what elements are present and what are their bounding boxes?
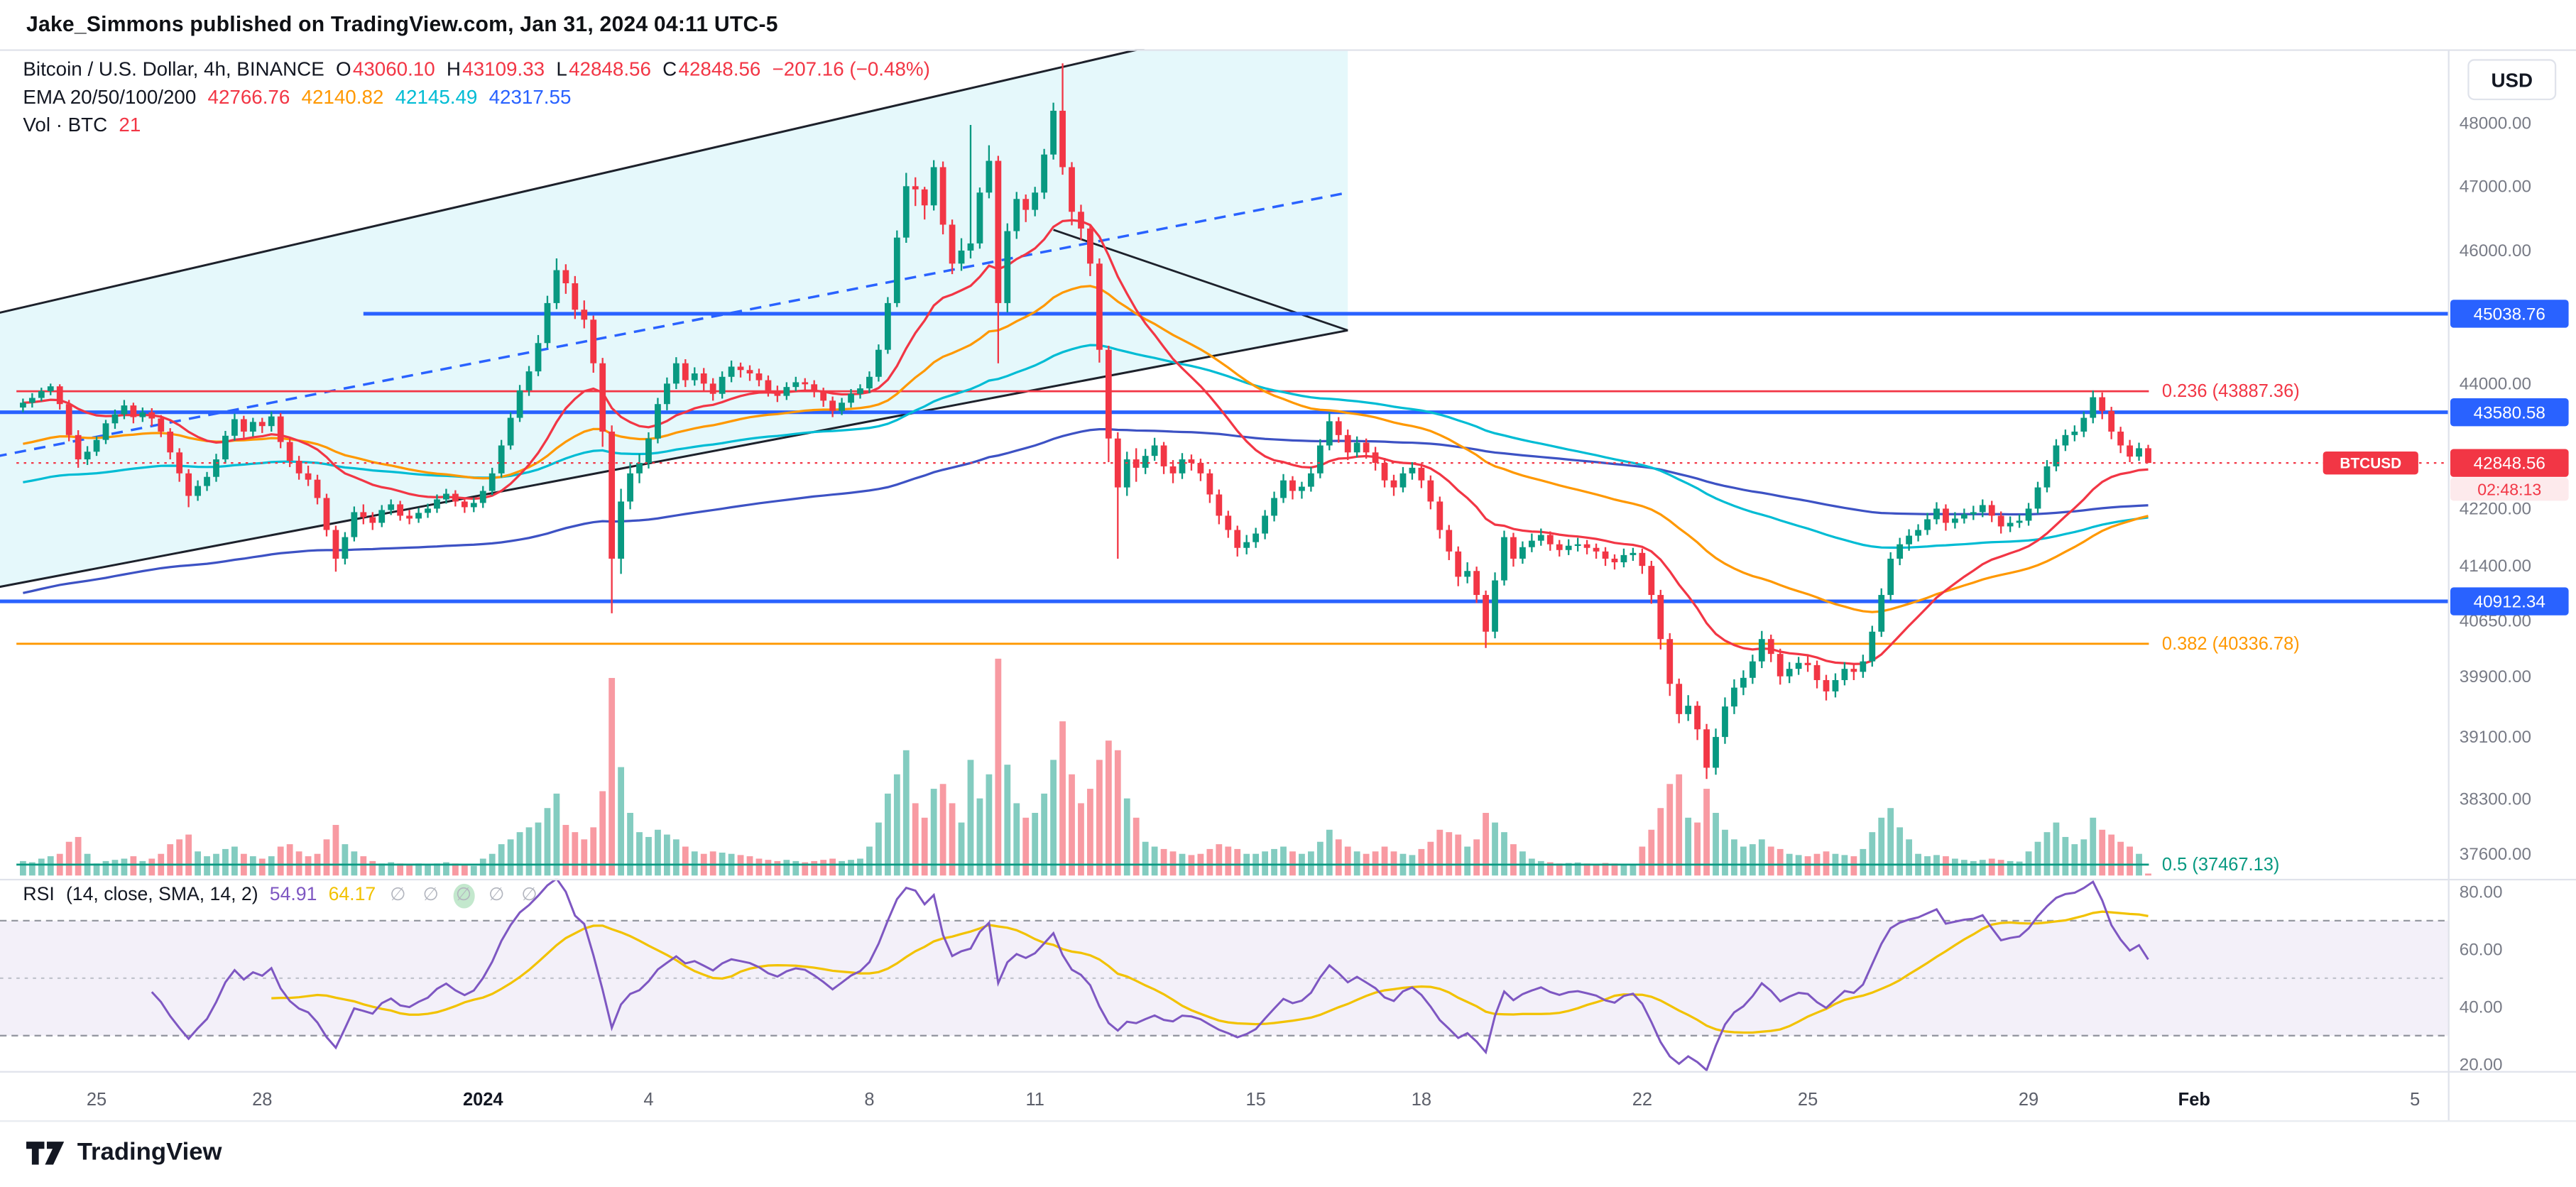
ohlc-high: H 43109.33 <box>446 57 545 81</box>
fib-level-label: 0.5 (37467.13) <box>2162 855 2279 875</box>
price-axis-label: 39100.00 <box>2460 728 2531 747</box>
countdown-badge <box>2450 477 2569 501</box>
ohlc-close: C 42848.56 <box>662 57 761 81</box>
rsi-legend-row[interactable]: RSI (14, close, SMA, 14, 2) 54.91 64.17 … <box>23 883 540 909</box>
level-price-badge <box>2450 300 2569 328</box>
time-axis-label: 4 <box>643 1090 653 1110</box>
svg-text:02:48:13: 02:48:13 <box>2477 480 2541 498</box>
time-axis-label: 15 <box>1246 1090 1266 1110</box>
tradingview-brand-link[interactable]: TradingView <box>26 1138 222 1166</box>
footer-bar: TradingView <box>0 1120 2576 1187</box>
time-axis-label: 8 <box>864 1090 874 1110</box>
rsi-title: RSI <box>23 885 55 905</box>
price-axis-label: 42200.00 <box>2460 500 2531 519</box>
ohlc-low: L 42848.56 <box>556 57 651 81</box>
svg-text:42848.56: 42848.56 <box>2474 454 2545 474</box>
channel-lower-line <box>0 329 1348 589</box>
svg-text:40912.34: 40912.34 <box>2474 593 2545 612</box>
tradingview-wordmark: TradingView <box>77 1138 222 1166</box>
volume-legend-row[interactable]: Vol · BTC 21 <box>23 111 929 139</box>
attribution-bar: Jake_Simmons published on TradingView.co… <box>0 0 2576 50</box>
fib-level-label: 0.382 (40336.78) <box>2162 634 2300 654</box>
change-value: −207.16 (−0.48%) <box>772 57 930 81</box>
price-axis-label: 44000.00 <box>2460 374 2531 393</box>
hidden-value-icon: ∅ <box>489 885 505 905</box>
ema-200-line <box>23 427 2149 594</box>
current-price-badge <box>2450 449 2569 477</box>
time-axis-label: 25 <box>1798 1090 1818 1110</box>
axes-layer[interactable]: 48000.00 47000.00 46000.00 44000.00 42200.00… <box>0 49 2576 1120</box>
ohlc-open: O 43060.10 <box>335 57 435 81</box>
time-axis-label: 22 <box>1632 1090 1652 1110</box>
ema-100-line <box>23 344 2149 549</box>
price-axis-label: 41400.00 <box>2460 557 2531 576</box>
time-axis-label: 28 <box>252 1090 272 1110</box>
rsi-value: 54.91 <box>269 885 317 905</box>
currency-toggle-button[interactable]: USD <box>2467 59 2557 101</box>
ema50-value: 42140.82 <box>301 85 384 109</box>
price-axis-label: 38300.00 <box>2460 789 2531 809</box>
volume-bars-layer <box>19 658 2151 876</box>
channel-upper-line <box>0 49 1144 314</box>
candles-layer <box>19 63 2151 780</box>
svg-text:43580.58: 43580.58 <box>2474 403 2545 422</box>
hidden-value-icon: ∅ <box>452 883 474 909</box>
hidden-value-icon: ∅ <box>390 885 406 905</box>
volume-value: 21 <box>119 113 141 137</box>
price-axis-label: 48000.00 <box>2460 114 2531 133</box>
hidden-value-icon: ∅ <box>422 885 439 905</box>
ema100-value: 42145.49 <box>395 85 478 109</box>
price-axis-label: 47000.00 <box>2460 177 2531 196</box>
price-pane: BTCUSD <box>0 49 2448 876</box>
time-axis-label: 25 <box>87 1090 107 1110</box>
rsi-axis-label: 60.00 <box>2460 940 2503 959</box>
time-axis-label: 18 <box>1412 1090 1431 1110</box>
symbol-legend-row[interactable]: Bitcoin / U.S. Dollar, 4h, BINANCE O 4306… <box>23 56 929 84</box>
rsi-line <box>151 878 2149 1071</box>
ema20-value: 42766.76 <box>207 85 290 109</box>
chart-region: BTCUSD 48000.00 47000.00 46000.00 44000.00 42… <box>0 49 2576 1120</box>
price-axis-label: 37600.00 <box>2460 845 2531 864</box>
time-axis-label: 29 <box>2019 1090 2039 1110</box>
tradingview-logo-icon <box>26 1140 65 1164</box>
volume-title: Vol · BTC <box>23 113 108 137</box>
chart-legend: Bitcoin / U.S. Dollar, 4h, BINANCE O 4306… <box>23 56 929 140</box>
hidden-value-icon: ∅ <box>521 885 537 905</box>
time-axis-label: 5 <box>2410 1090 2420 1110</box>
rsi-ma-value: 64.17 <box>328 885 376 905</box>
rsi-axis-label: 80.00 <box>2460 882 2503 902</box>
rsi-axis-label: 20.00 <box>2460 1055 2503 1074</box>
rsi-axis-label: 40.00 <box>2460 997 2503 1017</box>
chart-canvas[interactable]: BTCUSD48000.0047000.0046000.0044000.0042… <box>0 49 2576 1120</box>
time-axis-label: 2024 <box>463 1090 503 1110</box>
svg-text:BTCUSD: BTCUSD <box>2340 456 2401 472</box>
time-axis-label: 11 <box>1025 1090 1044 1110</box>
symbol-title: Bitcoin / U.S. Dollar, 4h, BINANCE <box>23 57 324 81</box>
attribution-text: Jake_Simmons published on TradingView.co… <box>26 11 778 36</box>
ema200-value: 42317.55 <box>489 85 572 109</box>
ema-legend-row[interactable]: EMA 20/50/100/200 42766.76 42140.82 4214… <box>23 84 929 111</box>
fib-level-label: 0.236 (43887.36) <box>2162 381 2300 401</box>
ema-title: EMA 20/50/100/200 <box>23 85 197 109</box>
price-axis-label: 46000.00 <box>2460 241 2531 261</box>
time-axis-label: Feb <box>2178 1090 2210 1110</box>
svg-text:45038.76: 45038.76 <box>2474 305 2545 324</box>
channel-midline-dashed <box>0 191 1348 457</box>
rsi-params: (14, close, SMA, 14, 2) <box>65 885 258 905</box>
price-axis-label: 39900.00 <box>2460 667 2531 687</box>
ema-50-line <box>23 285 2149 613</box>
rsi-pane <box>0 878 2448 1071</box>
symbol-price-tag <box>2323 451 2418 475</box>
level-price-badge <box>2450 587 2569 616</box>
rsi-sma-line <box>271 910 2149 1034</box>
level-price-badge <box>2450 398 2569 427</box>
ema-20-line <box>23 219 2149 665</box>
